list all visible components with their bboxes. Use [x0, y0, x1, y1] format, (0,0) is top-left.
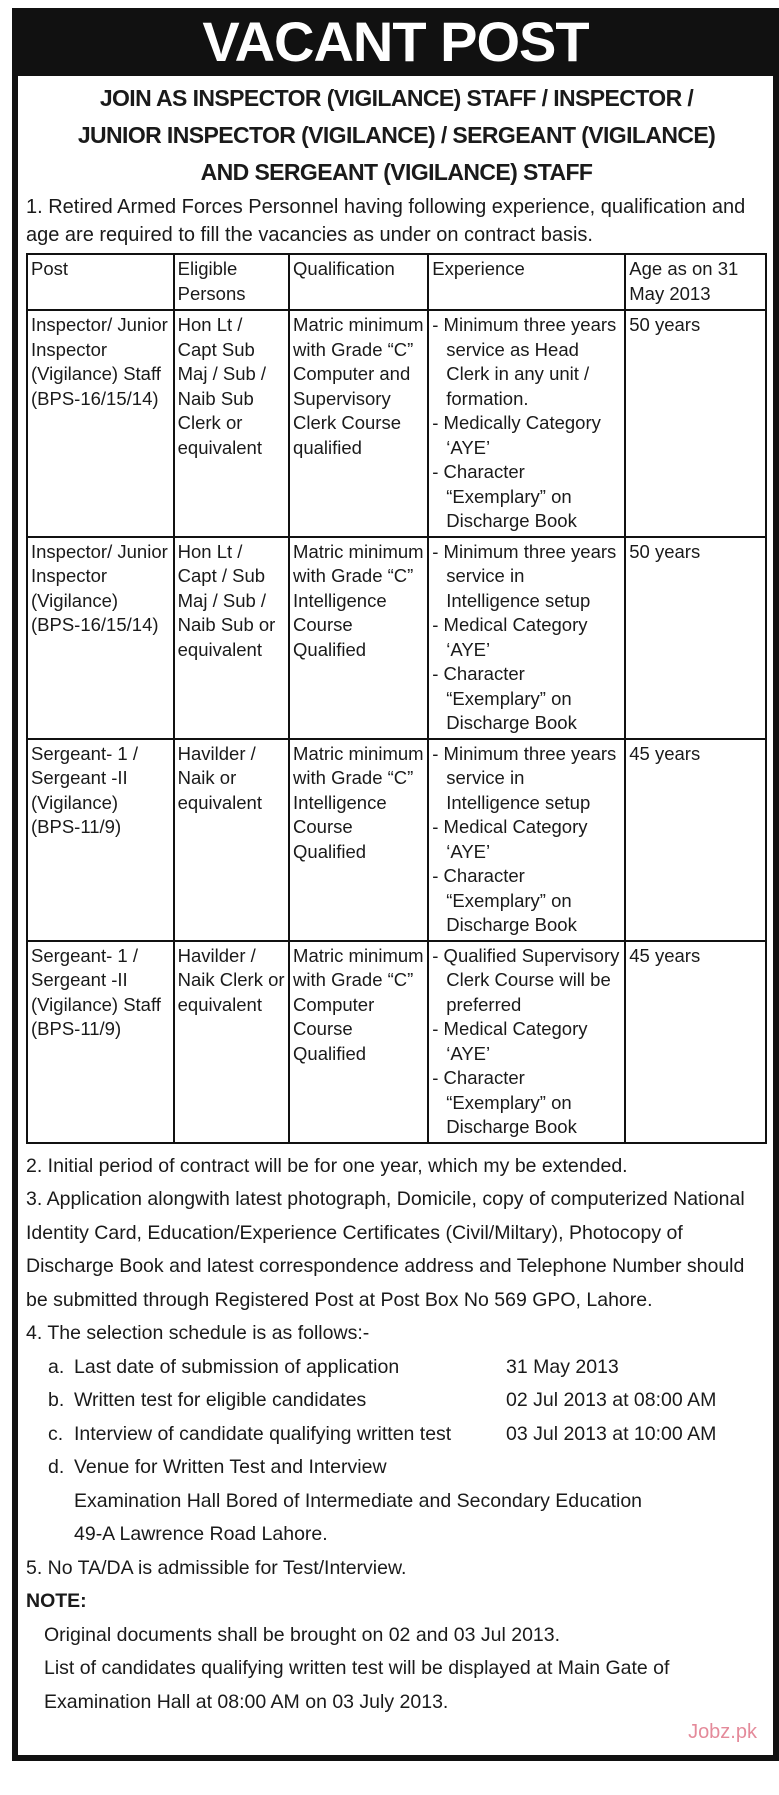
note-title: NOTE:: [26, 1590, 87, 1612]
cell-age: 45 years: [624, 737, 767, 942]
ad-frame: VACANT POST JOIN AS INSPECTOR (VIGILANCE…: [12, 8, 779, 1761]
cell-experience: - Minimum three years service as Head Cl…: [427, 309, 627, 538]
header-experience: Experience: [427, 253, 627, 311]
terms-section: 2. Initial period of contract will be fo…: [26, 1150, 767, 1720]
cell-post: Sergeant- 1 / Sergeant -II (Vigilance) (…: [26, 737, 175, 942]
watermark-text: Jobz.pk: [688, 1721, 757, 1743]
experience-item: - Medical Category ‘AYE’: [432, 1018, 588, 1064]
cell-qualification: Matric minimum with Grade “C” Intelligen…: [288, 737, 430, 942]
post-titles: JOIN AS INSPECTOR (VIGILANCE) STAFF / IN…: [26, 80, 767, 191]
vacancy-table: Post Eligible Persons Qualification Expe…: [26, 253, 767, 1144]
table-row: Sergeant- 1 / Sergeant -II (Vigilance) S…: [26, 939, 767, 1144]
title-line: JUNIOR INSPECTOR (VIGILANCE) / SERGEANT …: [77, 122, 716, 148]
cell-eligible: Hon Lt / Capt / Sub Maj / Sub / Naib Sub…: [172, 535, 291, 740]
cell-qualification: Matric minimum with Grade “C” Intelligen…: [288, 535, 430, 740]
experience-item: - Qualified Supervisory Clerk Course wil…: [432, 944, 620, 1015]
title-line: JOIN AS INSPECTOR (VIGILANCE) STAFF / IN…: [99, 85, 694, 111]
schedule-date: 02 Jul 2013 at 08:00 AM: [506, 1389, 717, 1411]
schedule-letter: b.: [48, 1389, 65, 1411]
cell-post: Inspector/ Junior Inspector (Vigilance) …: [26, 309, 175, 538]
schedule-item: a. Last date of submission of application…: [26, 1351, 767, 1385]
schedule-text: Venue for Written Test and Interview: [74, 1456, 387, 1478]
experience-item: - Minimum three years service in Intelli…: [432, 540, 617, 611]
cell-eligible: Havilder / Naik Clerk or equivalent: [172, 939, 291, 1144]
experience-item: - Character “Exemplary” on Discharge Boo…: [432, 663, 577, 733]
cell-age: 50 years: [624, 309, 767, 538]
schedule-date: 03 Jul 2013 at 10:00 AM: [506, 1422, 717, 1445]
note-line: Examination Hall at 08:00 AM on 03 July …: [44, 1690, 449, 1713]
table-row: Sergeant- 1 / Sergeant -II (Vigilance) (…: [26, 737, 767, 942]
venue-line: Examination Hall Bored of Intermediate a…: [74, 1489, 643, 1512]
experience-item: - Medical Category ‘AYE’: [432, 816, 588, 862]
paragraph-1: 1. Retired Armed Forces Personnel having…: [26, 196, 746, 246]
title-line: AND SERGEANT (VIGILANCE) STAFF: [200, 159, 593, 185]
cell-post: Inspector/ Junior Inspector (Vigilance) …: [26, 535, 175, 740]
cell-post: Sergeant- 1 / Sergeant -II (Vigilance) S…: [26, 939, 175, 1144]
banner-title: VACANT POST: [18, 8, 773, 76]
header-age: Age as on 31 May 2013: [624, 253, 767, 311]
schedule-letter: a.: [48, 1355, 65, 1378]
paragraph-3: 3. Application alongwith latest photogra…: [26, 1188, 745, 1311]
cell-qualification: Matric minimum with Grade “C” Computer a…: [288, 309, 430, 538]
experience-item: - Character “Exemplary” on Discharge Boo…: [432, 1067, 577, 1137]
schedule-item: b. Written test for eligible candidates 02…: [26, 1384, 767, 1418]
table-row: Inspector/ Junior Inspector (Vigilance) …: [26, 535, 767, 740]
cell-experience: - Minimum three years service in Intelli…: [427, 535, 627, 740]
experience-item: - Minimum three years service as Head Cl…: [432, 314, 617, 409]
cell-experience: - Qualified Supervisory Clerk Course wil…: [427, 939, 627, 1144]
header-qualification: Qualification: [288, 253, 430, 311]
paragraph-4: 4. The selection schedule is as follows:…: [26, 1322, 370, 1344]
experience-item: - Minimum three years service in Intelli…: [432, 742, 617, 813]
cell-eligible: Havilder / Naik or equivalent: [172, 737, 291, 942]
header-post: Post: [26, 253, 175, 311]
venue-line: 49-A Lawrence Road Lahore.: [74, 1523, 328, 1545]
cell-age: 50 years: [624, 535, 767, 740]
schedule-text: Interview of candidate qualifying writte…: [74, 1422, 452, 1445]
cell-qualification: Matric minimum with Grade “C” Computer C…: [288, 939, 430, 1144]
cell-experience: - Minimum three years service in Intelli…: [427, 737, 627, 942]
note-line: List of candidates qualifying written te…: [44, 1657, 670, 1679]
cell-age: 45 years: [624, 939, 767, 1144]
schedule-date: [506, 1451, 767, 1485]
cell-eligible: Hon Lt / Capt Sub Maj / Sub / Naib Sub C…: [172, 309, 291, 538]
schedule-letter: c.: [48, 1422, 64, 1445]
schedule-letter: d.: [48, 1456, 65, 1478]
schedule-date: 31 May 2013: [506, 1355, 619, 1378]
table-header-row: Post Eligible Persons Qualification Expe…: [26, 253, 767, 311]
schedule-text: Last date of submission of application: [74, 1355, 400, 1378]
note-line: Original documents shall be brought on 0…: [44, 1623, 561, 1646]
experience-item: - Medical Category ‘AYE’: [432, 614, 588, 660]
experience-item: - Character “Exemplary” on Discharge Boo…: [432, 865, 577, 935]
table-row: Inspector/ Junior Inspector (Vigilance) …: [26, 309, 767, 538]
header-eligible: Eligible Persons: [172, 253, 291, 311]
experience-item: - Medically Category ‘AYE’: [432, 412, 601, 458]
paragraph-2: 2. Initial period of contract will be fo…: [26, 1154, 628, 1177]
schedule-item: d. Venue for Written Test and Interview: [26, 1451, 767, 1485]
experience-item: - Character “Exemplary” on Discharge Boo…: [432, 461, 577, 531]
schedule-item: c. Interview of candidate qualifying writ…: [26, 1418, 767, 1452]
schedule-text: Written test for eligible candidates: [74, 1389, 367, 1411]
paragraph-5: 5. No TA/DA is admissible for Test/Inter…: [26, 1556, 407, 1579]
ad-body: JOIN AS INSPECTOR (VIGILANCE) STAFF / IN…: [18, 76, 773, 1755]
